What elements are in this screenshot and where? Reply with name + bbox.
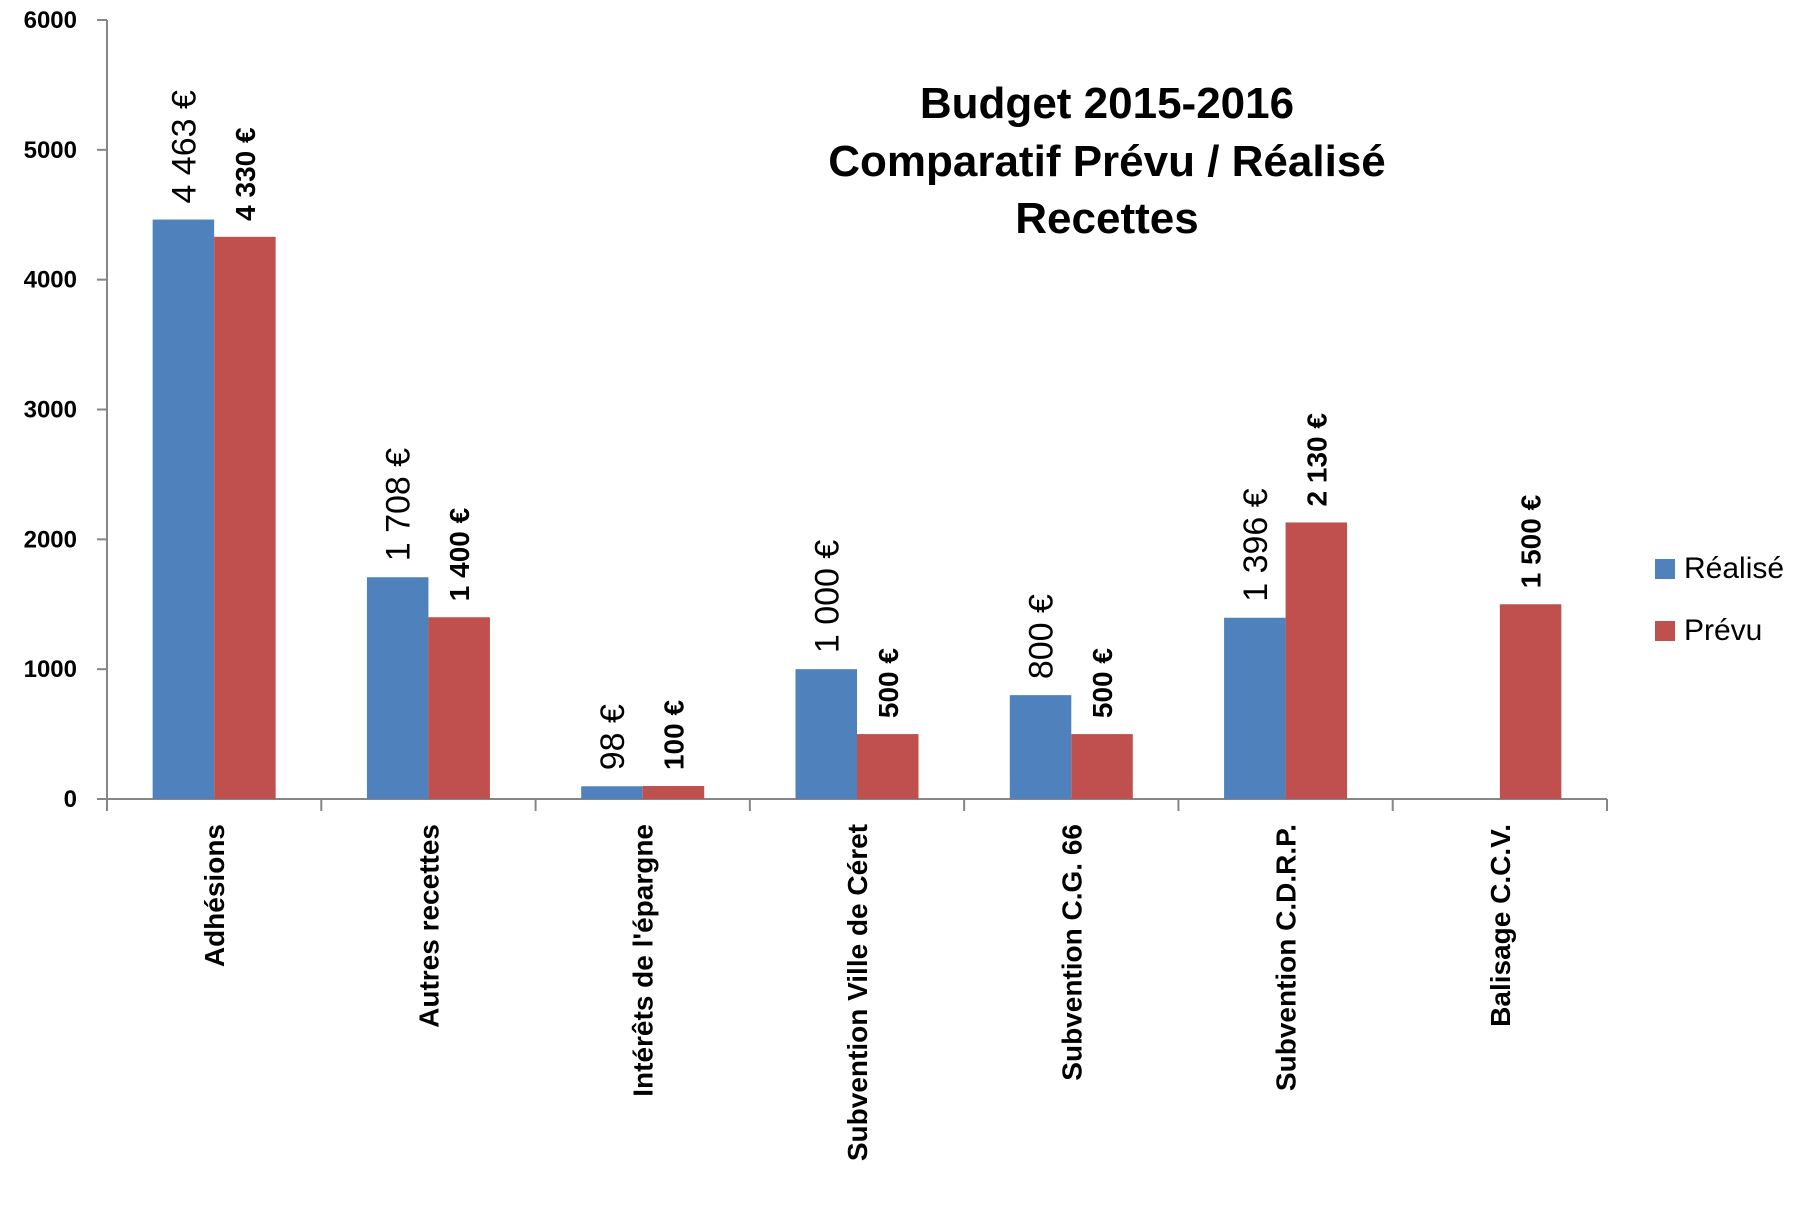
y-tick-label: 0 xyxy=(64,786,77,813)
data-label-prevu: 500 € xyxy=(873,648,904,718)
data-label-realise: 4 463 € xyxy=(165,90,203,204)
data-label-realise: 98 € xyxy=(594,704,632,770)
legend-label: Réalisé xyxy=(1684,552,1784,585)
data-label-prevu: 500 € xyxy=(1087,648,1118,718)
y-tick-label: 2000 xyxy=(24,526,77,553)
data-label-prevu: 4 330 € xyxy=(230,127,261,221)
data-label-realise: 800 € xyxy=(1023,594,1061,679)
bar-prevu xyxy=(1071,734,1133,799)
chart-title-line: Recettes xyxy=(1015,194,1198,243)
x-category-label: Subvention C.G. 66 xyxy=(1056,824,1087,1081)
x-category-label: Autres recettes xyxy=(413,824,444,1028)
x-category-label: Adhésions xyxy=(199,824,230,967)
legend-label: Prévu xyxy=(1684,614,1762,647)
axes: 0 1000 2000 3000 4000 5000 6000 Adhésions Autres… xyxy=(24,7,1608,1161)
y-tick-label: 4000 xyxy=(24,267,77,294)
x-category-label: Subvention C.D.R.P. xyxy=(1271,824,1302,1091)
data-label-prevu: 2 130 € xyxy=(1301,413,1332,507)
bar-realise xyxy=(581,786,643,799)
bar-prevu xyxy=(857,734,919,799)
y-tick-label: 1000 xyxy=(24,656,77,683)
legend: Réalisé Prévu xyxy=(1655,552,1784,647)
data-label-realise: 1 396 € xyxy=(1237,488,1275,602)
bar-realise xyxy=(1224,617,1286,799)
bar-realise xyxy=(795,669,857,799)
legend-swatch xyxy=(1655,621,1675,641)
x-category-label: Intérêts de l'épargne xyxy=(628,824,659,1097)
data-label-realise: 1 708 € xyxy=(380,448,418,562)
bar-prevu xyxy=(642,786,705,799)
chart-title-line: Budget 2015-2016 xyxy=(920,79,1294,128)
bars xyxy=(152,219,1562,800)
chart-title: Budget 2015-2016 Comparatif Prévu / Réali… xyxy=(828,79,1386,243)
y-tick-label: 6000 xyxy=(24,7,77,34)
data-label-prevu: 1 500 € xyxy=(1516,494,1547,588)
x-category-label: Balisage C.C.V. xyxy=(1485,824,1516,1027)
chart-title-line: Comparatif Prévu / Réalisé xyxy=(828,137,1386,186)
bar-prevu xyxy=(1285,522,1348,799)
bar-prevu xyxy=(1499,604,1562,799)
y-tick-label: 3000 xyxy=(24,397,77,424)
x-category-label: Subvention Ville de Céret xyxy=(842,824,873,1161)
bar-realise xyxy=(366,577,429,799)
bar-realise xyxy=(1009,695,1072,799)
bar-realise xyxy=(152,219,215,799)
data-label-prevu: 100 € xyxy=(658,700,689,770)
y-tick-label: 5000 xyxy=(24,137,77,164)
data-label-prevu: 1 400 € xyxy=(444,507,475,601)
data-label-realise: 1 000 € xyxy=(808,540,846,654)
bar-prevu xyxy=(214,236,276,800)
legend-swatch xyxy=(1655,559,1675,579)
data-labels: 4 463 € 1 708 € 98 € 1 000 € 800 € 1 396 € 4 3… xyxy=(165,90,1546,770)
bar-prevu xyxy=(428,617,490,799)
